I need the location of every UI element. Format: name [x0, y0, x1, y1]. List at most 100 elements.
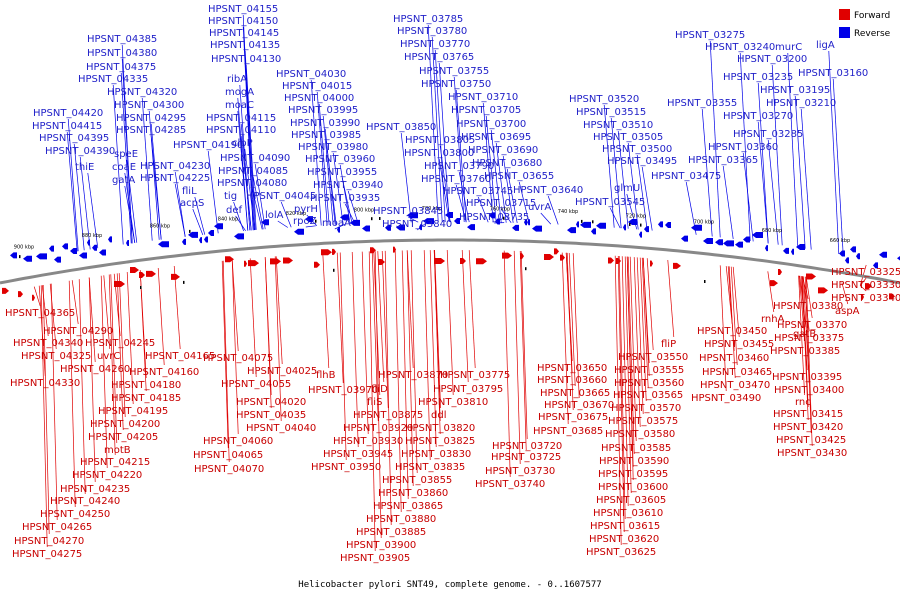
leader-line	[618, 255, 626, 520]
forward-gene-label: fliS	[367, 397, 382, 408]
leader-line	[610, 117, 622, 229]
forward-gene-arrow	[460, 258, 466, 265]
reverse-gene-label: HPSNT_03710	[448, 92, 518, 103]
leader-line	[406, 250, 414, 369]
reverse-gene-label: HPSNT_04015	[282, 81, 352, 92]
scale-tick-label: 680 kbp	[762, 228, 782, 234]
reverse-gene-label: HPSNT_03940	[313, 180, 383, 191]
reverse-gene-label: HPSNT_04145	[209, 28, 279, 39]
reverse-gene-arrow	[532, 225, 542, 232]
feature-mark	[640, 223, 642, 227]
leader-line	[728, 266, 736, 379]
leader-line	[641, 257, 649, 389]
reverse-gene-arrow	[87, 239, 90, 246]
reverse-gene-arrow	[261, 219, 269, 226]
forward-gene-arrow	[283, 257, 293, 264]
forward-gene-arrow	[818, 287, 828, 294]
leader-line	[192, 208, 204, 236]
leader-line	[617, 255, 625, 533]
reverse-gene-label: murC	[775, 42, 802, 53]
leader-line	[100, 275, 108, 469]
reverse-gene-label: HPSNT_03765	[404, 52, 474, 63]
reverse-gene-arrow	[350, 219, 360, 226]
forward-gene-label: HPSNT_03375	[774, 333, 844, 344]
reverse-gene-arrow	[743, 236, 750, 243]
leader-line	[446, 249, 454, 396]
leader-line	[148, 110, 160, 240]
forward-gene-label: HPSNT_03450	[697, 326, 767, 337]
forward-gene-label: HPSNT_04340	[13, 338, 83, 349]
reverse-gene-label: HPSNT_03770	[400, 39, 470, 50]
forward-gene-arrow	[770, 280, 778, 287]
forward-gene-arrow	[270, 258, 281, 265]
leader-line	[126, 271, 134, 405]
forward-gene-label: HPSNT_03670	[544, 400, 614, 411]
gene-tracks	[2, 212, 900, 301]
forward-gene-label: HPSNT_03820	[405, 423, 475, 434]
leader-line	[244, 148, 256, 231]
forward-gene-label: ddl	[431, 410, 446, 421]
leader-line	[787, 52, 799, 248]
reverse-gene-label: HPSNT_04135	[210, 40, 280, 51]
leader-line	[771, 64, 783, 246]
leader-line	[798, 275, 806, 345]
reverse-gene-arrow	[845, 257, 849, 264]
scale-tick-label: 900 kbp	[14, 244, 34, 250]
forward-gene-label: HPSNT_03855	[382, 475, 452, 486]
forward-gene-label: flhB	[316, 370, 336, 381]
leader-line	[798, 275, 805, 396]
reverse-gene-arrow	[445, 212, 453, 219]
reverse-gene-label: HPSNT_03495	[607, 156, 677, 167]
reverse-gene-label: HPSNT_04130	[211, 54, 281, 65]
leader-line	[805, 276, 813, 447]
reverse-gene-label: glmU	[614, 183, 640, 194]
reverse-gene-label: HPSNT_03160	[798, 68, 868, 79]
leader-line	[341, 177, 353, 225]
leader-line	[174, 183, 186, 237]
reverse-gene-label: HPSNT_03995	[288, 105, 358, 116]
scale-tick-label: 660 kbp	[830, 238, 850, 244]
reverse-gene-label: fliL	[182, 186, 197, 197]
feature-mark	[19, 255, 21, 259]
reverse-gene-label: HPSNT_03475	[651, 171, 721, 182]
reverse-gene-label: HPSNT_03285	[733, 129, 803, 140]
forward-gene-label: HPSNT_04025	[247, 366, 317, 377]
forward-gene-arrow	[806, 273, 816, 280]
leader-line	[477, 196, 489, 223]
scale-tick-label: 780 kbp	[422, 206, 442, 212]
forward-gene-label: HPSNT_03585	[601, 443, 671, 454]
leader-line	[636, 154, 648, 231]
forward-gene-label: HPSNT_03590	[599, 456, 669, 467]
genome-caption: Helicobacter pylori SNT49, complete geno…	[298, 580, 601, 590]
reverse-gene-label: HPSNT_04295	[116, 113, 186, 124]
reverse-gene-label: HPSNT_03365	[688, 155, 758, 166]
reverse-gene-arrow	[396, 224, 405, 231]
leader-line	[609, 207, 621, 229]
reverse-gene-arrow	[879, 251, 887, 258]
forward-gene-label: HPSNT_04290	[43, 326, 113, 337]
reverse-gene-label: HPSNT_03275	[675, 30, 745, 41]
forward-gene-arrow	[502, 252, 512, 259]
reverse-gene-arrow	[62, 243, 68, 250]
reverse-gene-arrow	[580, 221, 591, 228]
leader-line	[627, 256, 635, 455]
forward-gene-label: HPSNT_04065	[193, 450, 263, 461]
reverse-gene-arrow	[512, 224, 519, 231]
leader-line	[233, 201, 244, 232]
forward-gene-label: HPSNT_03460	[699, 353, 769, 364]
leader-line	[732, 266, 740, 338]
leader-line	[568, 252, 576, 387]
reverse-gene-label: lolA	[265, 210, 284, 221]
reverse-gene-label: HPSNT_03845	[373, 206, 443, 217]
reverse-gene-label: speE	[114, 149, 138, 160]
reverse-gene-label: HPSNT_04300	[114, 100, 184, 111]
forward-gene-arrow	[171, 273, 180, 280]
forward-gene-label: HPSNT_03570	[611, 403, 681, 414]
forward-gene-label: HPSNT_03720	[492, 441, 562, 452]
forward-gene-arrow	[393, 246, 396, 253]
forward-gene-label: HPSNT_03675	[538, 412, 608, 423]
reverse-gene-label: HPSNT_03785	[393, 14, 463, 25]
reverse-gene-label: HPSNT_04000	[284, 93, 354, 104]
leader-line	[626, 256, 634, 481]
